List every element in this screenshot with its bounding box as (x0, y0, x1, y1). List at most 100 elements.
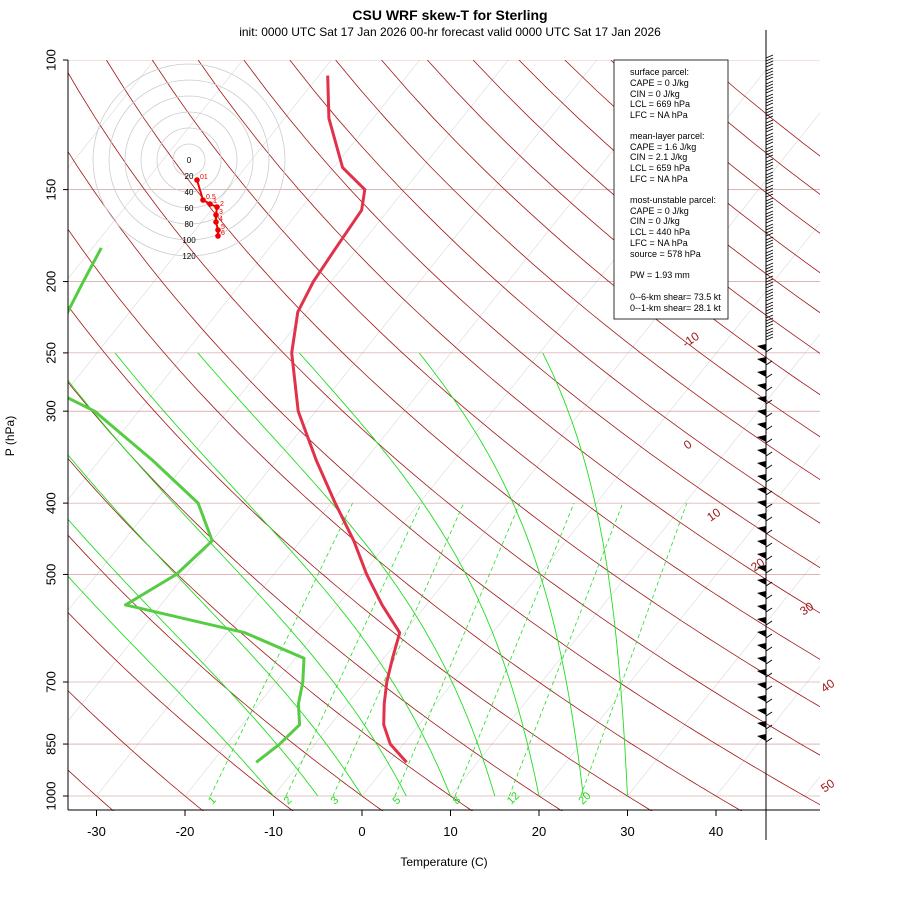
barb-feather (765, 242, 774, 247)
barb-feather (765, 310, 774, 315)
barb-feather (765, 223, 774, 228)
dry-adiabat-label: 0 (681, 437, 695, 452)
barb-feather (765, 132, 774, 137)
barb-feather (765, 76, 774, 81)
isotherm-line (893, 60, 900, 796)
barb-feather (765, 86, 774, 91)
barb-feather (765, 360, 773, 366)
wind-barb (757, 552, 773, 561)
surface-cape: CAPE = 0 J/kg (630, 78, 689, 88)
barb-feather (765, 451, 773, 457)
barb-feather (765, 685, 773, 691)
wind-barb (765, 158, 774, 172)
wind-barb (757, 435, 773, 444)
moist-adiabat-line (542, 352, 628, 797)
wind-barb (757, 396, 773, 405)
barb-feather (765, 151, 774, 156)
hodograph-point (215, 227, 221, 233)
x-tick-label: -30 (87, 824, 106, 839)
barb-feather (765, 291, 774, 296)
barb-flag (757, 669, 766, 676)
hodograph-ring-label: 120 (182, 252, 196, 261)
barb-flag (757, 500, 766, 507)
barb-feather (765, 80, 774, 85)
x-tick-label: 20 (532, 824, 546, 839)
x-axis-label: Temperature (C) (400, 855, 487, 869)
wind-barb (757, 578, 773, 587)
barb-feather (765, 724, 773, 730)
barb-feather (765, 581, 773, 587)
wind-barb (765, 314, 774, 328)
hodograph-point (213, 219, 219, 225)
wind-barb (765, 67, 774, 81)
barb-feather (765, 737, 773, 743)
mixing-ratio-label: 20 (576, 790, 593, 807)
barb-feather (765, 386, 773, 392)
moist-adiabat-line (114, 352, 451, 797)
wind-barb (765, 275, 774, 289)
mixing-ratio-line (580, 502, 688, 797)
barb-feather (765, 70, 774, 75)
hodograph-point (194, 177, 200, 183)
barb-feather (765, 180, 774, 185)
barb-flag (757, 526, 766, 533)
precipitable-water: PW = 1.93 mm (630, 270, 690, 280)
barb-feather (765, 239, 774, 244)
parcel-info-box: surface parcel: CAPE = 0 J/kg CIN = 0 J/… (613, 59, 729, 320)
wind-barb (757, 734, 773, 743)
barb-feather (765, 216, 774, 221)
barb-flag (757, 591, 766, 598)
barb-feather (765, 271, 774, 276)
barb-feather (765, 659, 773, 665)
wind-barb (765, 327, 774, 341)
barb-flag (757, 396, 766, 403)
wind-barb (757, 643, 773, 652)
barb-feather (765, 399, 773, 405)
mu-lcl: LCL = 440 hPa (630, 227, 690, 237)
barb-feather (765, 161, 774, 166)
isotherm-line (68, 60, 155, 169)
hodograph-point (207, 201, 213, 207)
mu-lfc: LFC = NA hPa (630, 238, 688, 248)
wind-barb (765, 301, 774, 315)
dry-adiabat-line (381, 60, 820, 438)
dry-adiabat-label: 10 (704, 505, 723, 524)
shear-0-6km: 0--6-km shear= 73.5 kt (630, 292, 721, 302)
wind-barb (757, 695, 773, 704)
chart-subtitle: init: 0000 UTC Sat 17 Jan 2026 00-hr for… (239, 25, 661, 39)
barb-flag (757, 734, 766, 741)
dewpoint-line (68, 247, 306, 764)
barb-feather (765, 262, 774, 267)
barb-feather (765, 252, 774, 257)
barb-feather (765, 190, 774, 195)
barb-feather (765, 171, 774, 176)
barb-feather (765, 529, 773, 535)
hodograph-point (215, 233, 221, 239)
barb-feather (765, 128, 774, 133)
dry-adiabat-line (68, 611, 294, 811)
wind-barb (757, 656, 773, 665)
wind-barb (757, 500, 773, 509)
wind-barb (765, 132, 774, 146)
barb-feather (765, 96, 774, 101)
barb-feather (765, 193, 774, 198)
barb-feather (765, 226, 774, 231)
barb-feather (765, 490, 773, 496)
barb-feather (765, 236, 774, 241)
x-tick-label: 40 (709, 824, 723, 839)
isotherm-line (68, 60, 332, 390)
barb-feather (765, 284, 774, 289)
wind-barb (765, 184, 774, 198)
dry-adiabat-line (68, 305, 653, 811)
y-tick-label: 150 (43, 179, 58, 201)
isotherm-line (68, 60, 420, 501)
hodograph-ring-label: 60 (185, 204, 194, 213)
barb-feather (765, 323, 774, 328)
barb-feather (765, 620, 773, 626)
hodograph-point-label: 1 (213, 198, 217, 205)
wind-barb (757, 422, 773, 431)
barb-flag (757, 383, 766, 390)
barb-feather (765, 135, 774, 140)
mu-cape: CAPE = 0 J/kg (630, 206, 689, 216)
